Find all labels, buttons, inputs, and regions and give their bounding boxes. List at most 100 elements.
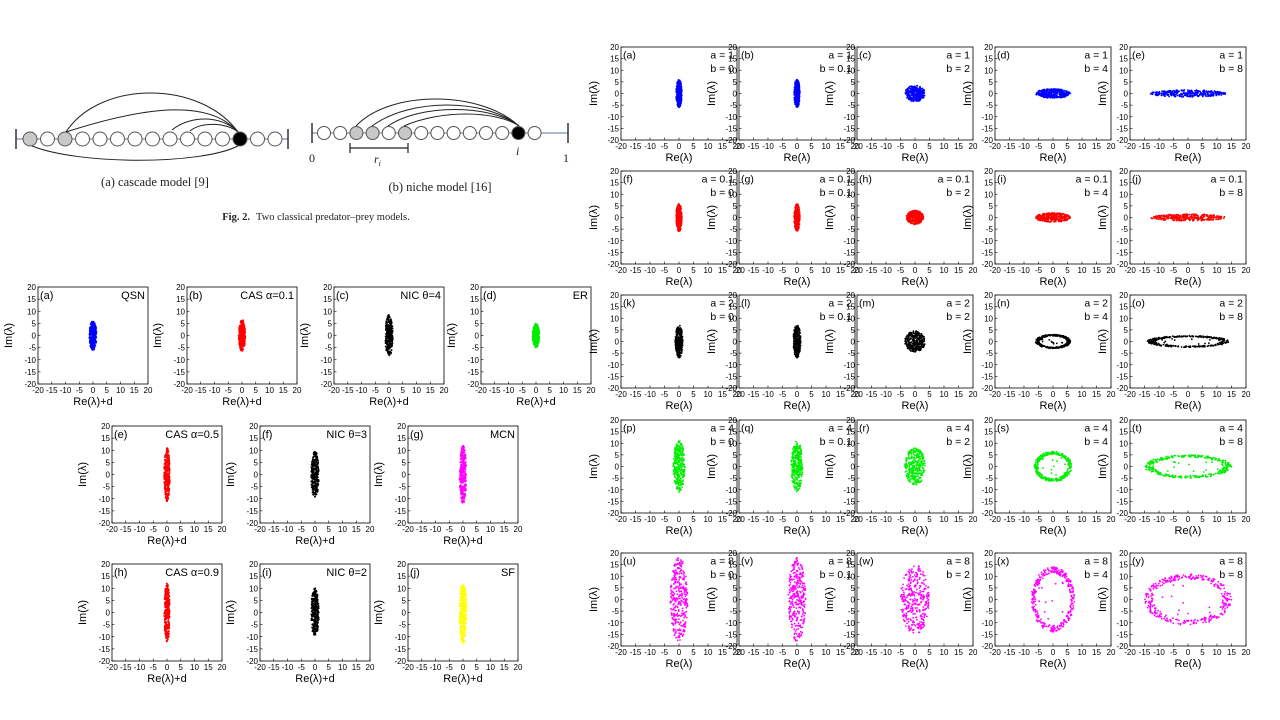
eigenvalue-point [919,98,921,101]
eigenvalue-point [164,615,167,618]
y-tick-label: 15 [610,179,619,188]
eigenvalue-point [312,611,315,614]
eigenvalue-point [387,325,390,328]
eigenvalue-point [315,452,318,455]
x-axis-label: Re(λ) [666,276,693,288]
eigenvalue-point [1214,90,1217,93]
x-tick-label: -5 [779,142,787,151]
eigenvalue-point [167,488,170,491]
eigenvalue-point [387,315,390,318]
eigenvalue-point [794,99,796,102]
x-tick-label: -10 [1153,142,1165,151]
niche-predator-node [511,126,526,140]
x-tick-label: -10 [644,142,656,151]
y-axis-label: Im(λ) [1097,81,1109,106]
panel-param-b: b = 2 [946,63,970,75]
eigenvalue-point [535,336,538,339]
eigenvalue-point [1189,94,1192,96]
eigenvalue-point [310,480,313,483]
panel-tag: (d) [997,50,1010,62]
eigenvalue-point [795,104,798,107]
x-tick-label: 10 [116,386,125,395]
eigenvalue-point [1203,91,1206,93]
eigenvalue-point [94,334,97,337]
eigenvalue-point [317,480,320,483]
eigenvalue-point [1067,91,1070,93]
eigenvalue-point [385,320,388,323]
x-tick-label: -20 [254,663,266,672]
eigenvalue-point [461,449,464,451]
eigenvalue-point [311,488,314,491]
x-tick-label: -20 [402,525,414,534]
eigenvalue-point [315,456,318,459]
eigenvalue-point [918,87,921,90]
cascade-nodes [22,131,283,147]
x-tick-label: 0 [313,663,318,672]
eigenvalue-point [912,93,915,95]
y-tick-label: -5 [251,483,259,492]
eigenvalue-point [315,466,318,469]
x-axis-label: Re(λ) [666,152,693,164]
y-tick-label: 0 [32,332,37,341]
niche-arc [355,98,520,127]
y-tick-label: 0 [254,471,259,480]
eigenvalue-point [242,336,244,339]
eigenvalue-point [465,601,468,604]
y-tick-label: 10 [176,307,185,316]
x-axis-label: Re(λ) [1175,152,1202,164]
y-tick-label: -10 [725,113,737,122]
eigenvalue-point [1207,90,1210,93]
eigenvalue-point [391,336,394,339]
y-tick-label: -15 [98,507,110,516]
eigenvalue-point [462,632,465,635]
eigenvalue-point [166,469,169,472]
eigenvalue-point [385,337,388,340]
y-tick-label: 5 [733,78,738,87]
eigenvalue-point [163,466,166,469]
eigenvalue-point [1067,93,1070,95]
eigenvalue-point [532,327,535,330]
niche-node [446,126,461,140]
x-tick-label: 10 [338,663,347,672]
eigenvalue-point [1194,89,1196,92]
eigenvalue-point [314,486,317,489]
eigenvalue-point [165,499,168,502]
eigenvalue-point [165,637,168,639]
eigenvalue-point [167,483,169,486]
y-tick-label: -15 [467,368,479,377]
cascade-node [197,131,213,147]
y-tick-label: 0 [733,90,738,99]
niche-node [381,126,396,140]
eigenvalue-point [676,84,679,86]
eigenvalue-point [916,84,919,87]
y-tick-label: 5 [254,458,259,467]
y-tick-label: 0 [851,90,856,99]
x-tick-label: 5 [1200,142,1205,151]
y-axis-label: Im(λ) [152,323,164,348]
x-tick-label: 10 [486,663,495,672]
panel-title: NIC θ=4 [400,290,441,302]
x-tick-label: 0 [165,663,170,672]
eigenvalue-point [311,469,313,472]
y-tick-label: 15 [101,572,110,581]
eigenvalue-point [465,609,468,612]
x-tick-label: -5 [446,663,454,672]
eigenvalue-point [920,90,922,93]
panel-tag: (b) [741,50,754,62]
y-tick-label: 15 [397,434,406,443]
x-tick-label: -5 [446,525,454,534]
cascade-node [145,131,160,147]
eigenvalue-point [391,335,394,338]
y-tick-label: 5 [615,78,620,87]
eigenvalue-point [459,468,462,471]
x-tick-label: -15 [489,386,501,395]
x-tick-label: 0 [165,525,170,534]
y-axis-label: Im(λ) [299,323,311,348]
x-tick-label: 20 [293,386,302,395]
eigenvalue-point [460,585,463,588]
y-tick-label: 20 [470,283,479,292]
eigenvalue-point [1196,92,1199,95]
eigenvalue-point [314,611,317,614]
x-tick-label: 5 [691,142,696,151]
